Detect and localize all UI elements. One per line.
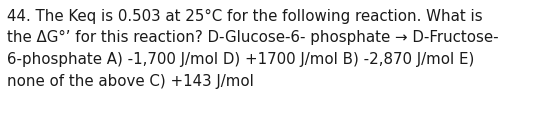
Text: 44. The Keq is 0.503 at 25°C for the following reaction. What is
the ΔG°’ for th: 44. The Keq is 0.503 at 25°C for the fol… — [7, 9, 498, 89]
